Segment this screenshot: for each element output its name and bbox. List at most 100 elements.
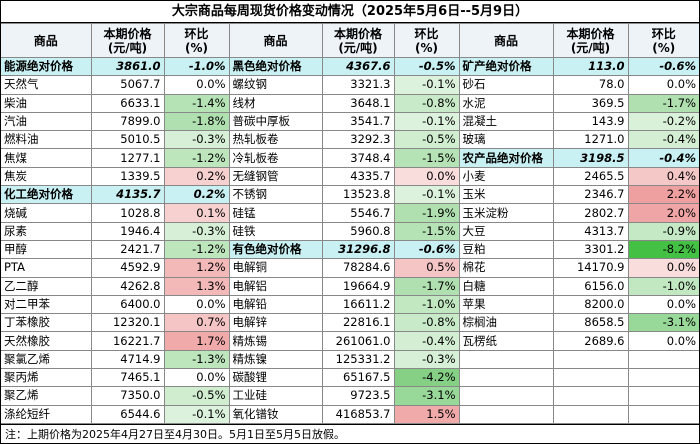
item-name: 电解铝 xyxy=(228,276,323,296)
item-name: 热轧板卷 xyxy=(228,130,323,150)
price: 65167.5 xyxy=(321,368,395,388)
column-header: 商品 xyxy=(228,23,323,58)
item-name: 不锈钢 xyxy=(228,185,323,205)
price: 12320.1 xyxy=(90,313,165,333)
item-name: 豆粕 xyxy=(458,239,554,260)
column-header: 本期价格 (元/吨) xyxy=(90,23,165,58)
item-name: 大豆 xyxy=(458,221,554,241)
item-name: 焦煤 xyxy=(1,148,92,168)
change: 0.0% xyxy=(627,258,699,278)
change: -3.1% xyxy=(393,386,460,406)
change: -0.8% xyxy=(393,313,460,333)
empty-cell xyxy=(627,386,699,406)
table-row: 焦煤 1277.1 -1.2% 冷轧板卷 3748.4 -1.5% 农产品绝对价格 3198.… xyxy=(1,148,699,168)
price: 6633.1 xyxy=(90,93,165,113)
change: -0.5% xyxy=(393,56,460,77)
price: 31296.8 xyxy=(321,239,395,260)
item-name: 玉米 xyxy=(458,185,554,205)
change: -0.6% xyxy=(393,239,460,260)
column-header: 环比 (%) xyxy=(627,23,699,58)
table-row: 乙二醇 4262.8 1.3% 电解铝 19664.9 -1.7% 白糖 6156.0 -1.0… xyxy=(1,276,699,296)
change: 0.2% xyxy=(163,185,230,205)
change: 0.0% xyxy=(163,75,230,95)
item-name: 乙二醇 xyxy=(1,276,92,296)
item-name: 玻璃 xyxy=(458,130,554,150)
empty-cell xyxy=(552,386,629,406)
price: 7465.1 xyxy=(90,368,165,388)
price: 4262.8 xyxy=(90,276,165,296)
item-name: 氧化镨钕 xyxy=(228,404,323,424)
change: 0.4% xyxy=(627,166,699,187)
change: -1.2% xyxy=(163,239,230,260)
change: -0.1% xyxy=(393,111,460,132)
note: 注：上期价格为2025年4月27日至4月30日。5月1日至5月5日放假。 xyxy=(1,423,699,444)
price: 16221.7 xyxy=(90,331,165,351)
change: 0.2% xyxy=(163,166,230,187)
table-row: 燃料油 5010.5 -0.3% 热轧板卷 3292.3 -0.5% 玻璃 1271.0 -0.… xyxy=(1,130,699,150)
empty-cell xyxy=(627,368,699,388)
item-name: 汽油 xyxy=(1,111,92,132)
table-row: 天然橡胶 16221.7 1.7% 精炼锡 261061.0 -0.4% 瓦楞纸 2689.6… xyxy=(1,331,699,351)
price: 19664.9 xyxy=(321,276,395,296)
item-name: 电解铜 xyxy=(228,258,323,278)
item-name: 水泥 xyxy=(458,93,554,113)
item-name: 聚乙烯 xyxy=(1,386,92,406)
item-name: 精炼镍 xyxy=(228,349,323,370)
price: 3292.3 xyxy=(321,130,395,150)
item-name: 苹果 xyxy=(458,294,554,315)
change: 1.7% xyxy=(163,331,230,351)
change: -1.4% xyxy=(163,93,230,113)
change: 0.0% xyxy=(627,294,699,315)
change: -1.7% xyxy=(627,93,699,113)
change: -1.0% xyxy=(627,276,699,296)
change: -1.3% xyxy=(163,349,230,370)
item-name: 化工绝对价格 xyxy=(1,185,92,205)
item-name: 农产品绝对价格 xyxy=(458,148,554,168)
table-row: 丁苯橡胶 12320.1 0.7% 电解锌 22816.1 -0.8% 棕榈油 8658.5-… xyxy=(1,313,699,333)
table-row: 汽油 7899.0 -1.8% 普碳中厚板 3541.7 -0.1% 混凝土 143.9 -0.… xyxy=(1,111,699,132)
item-name: 燃料油 xyxy=(1,130,92,150)
change: -0.2% xyxy=(627,111,699,132)
price: 1028.8 xyxy=(90,203,165,223)
price: 6156.0 xyxy=(552,276,629,296)
change: -1.9% xyxy=(393,203,460,223)
item-name: 白糖 xyxy=(458,276,554,296)
price: 3861.0 xyxy=(90,56,165,77)
price: 3648.1 xyxy=(321,93,395,113)
change: 0.5% xyxy=(393,258,460,278)
change: -1.5% xyxy=(393,221,460,241)
price: 9723.5 xyxy=(321,386,395,406)
empty-cell xyxy=(458,404,554,424)
item-name: 聚丙烯 xyxy=(1,368,92,388)
price: 8658.5 xyxy=(552,313,629,333)
price: 1277.1 xyxy=(90,148,165,168)
change: 0.0% xyxy=(627,331,699,351)
item-name: 柴油 xyxy=(1,93,92,113)
price: 4335.7 xyxy=(321,166,395,187)
change: -1.8% xyxy=(163,111,230,132)
price: 4367.6 xyxy=(321,56,395,77)
price: 3541.7 xyxy=(321,111,395,132)
price: 5010.5 xyxy=(90,130,165,150)
empty-cell xyxy=(458,368,554,388)
price: 78.0 xyxy=(552,75,629,95)
price: 143.9 xyxy=(552,111,629,132)
table-row: 化工绝对价格 4135.7 0.2% 不锈钢 13523.8 -0.1% 玉米 2346.7 2… xyxy=(1,185,699,205)
item-name: 无缝钢管 xyxy=(228,166,323,187)
price: 2802.7 xyxy=(552,203,629,223)
table-row: 聚乙烯 7350.0 -0.5% 工业硅 9723.5 -3.1% xyxy=(1,386,699,406)
change: -0.1% xyxy=(393,185,460,205)
item-name: 工业硅 xyxy=(228,386,323,406)
change: 1.3% xyxy=(163,276,230,296)
item-name: 螺纹钢 xyxy=(228,75,323,95)
table-row: 甲醇 2421.7 -1.2% 有色绝对价格 31296.8 -0.6% 豆粕 3301.2-… xyxy=(1,239,699,260)
change: 0.7% xyxy=(163,313,230,333)
price: 7350.0 xyxy=(90,386,165,406)
change: -0.5% xyxy=(393,130,460,150)
change: -1.7% xyxy=(393,276,460,296)
item-name: 能源绝对价格 xyxy=(1,56,92,77)
price: 3198.5 xyxy=(552,148,629,168)
change: 2.0% xyxy=(627,203,699,223)
empty-cell xyxy=(458,349,554,370)
